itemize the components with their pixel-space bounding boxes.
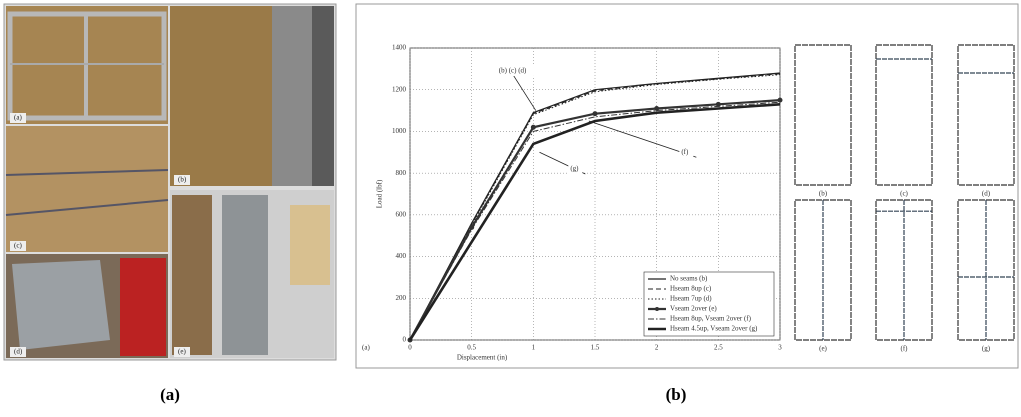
figure-caption: (b) (666, 385, 687, 404)
photo-label-box (10, 113, 26, 123)
panel-caption: (d) (982, 190, 991, 198)
panel-caption: (g) (982, 345, 991, 353)
series-line (408, 103, 781, 341)
photo-collage (3, 3, 337, 361)
point (654, 105, 660, 111)
legend-box (643, 271, 775, 337)
panel-outline (875, 44, 933, 186)
x-tick-label: 1 (532, 344, 536, 352)
y-tick-label: 1200 (392, 85, 407, 93)
panel-caption: (f) (901, 345, 909, 353)
photo-label: (e) (178, 348, 186, 356)
figure-caption: (a) (160, 385, 180, 404)
y-axis-label: Load (lbf) (376, 179, 384, 208)
photo (6, 126, 168, 252)
legend-label: No seams (b) (670, 275, 708, 283)
annotation-arrow (588, 120, 697, 158)
y-tick-label: 1000 (392, 127, 407, 135)
y-tick-label: 800 (396, 169, 407, 177)
point (715, 101, 721, 107)
photo-label-box (174, 175, 190, 185)
legend-label: Vseam 2over (e) (670, 305, 717, 313)
point (777, 97, 783, 103)
legend-marker (655, 307, 659, 311)
panel-outline (957, 44, 1015, 186)
y-tick-label: 0 (403, 336, 407, 344)
annotation-box (568, 162, 583, 174)
panel-outline (794, 44, 852, 186)
series-line (409, 72, 781, 341)
annotation-arrow (513, 75, 537, 111)
annotation: (g) (570, 165, 579, 173)
x-tick-label: 0 (408, 344, 412, 352)
y-tick-label: 1400 (392, 44, 407, 52)
annotation: (b) (c) (d) (499, 67, 527, 75)
legend-label: Hseam 8up (c) (670, 285, 712, 293)
x-tick-label: 3 (778, 344, 782, 352)
y-tick-label: 200 (396, 294, 407, 302)
x-tick-label: 2 (655, 344, 659, 352)
point (530, 124, 536, 130)
point (469, 224, 475, 230)
legend-label: Hseam 4.5up, Vseam 2over (g) (670, 325, 758, 333)
photo-label: (c) (14, 242, 22, 250)
series-line (409, 101, 781, 341)
y-tick-label: 400 (396, 252, 407, 260)
legend-label: Hseam 8up, Vseam 2over (f) (670, 315, 752, 323)
annotation: (a) (362, 344, 370, 352)
annotation: (f) (681, 148, 689, 156)
annotation-box (496, 64, 549, 76)
panel-caption: (e) (819, 345, 827, 353)
x-axis-label: Displacement (in) (457, 354, 508, 362)
photo-label: (b) (178, 176, 187, 184)
y-tick-label: 600 (396, 210, 407, 218)
annotation-box (360, 342, 374, 353)
x-tick-label: 0.5 (467, 344, 476, 352)
photo-label: (d) (14, 348, 23, 356)
point (592, 111, 598, 117)
x-tick-label: 1.5 (591, 344, 600, 352)
photo-label-box (10, 241, 26, 251)
legend-label: Hseam 7up (d) (670, 295, 712, 303)
annotation-box (679, 146, 694, 158)
x-tick-label: 2.5 (714, 344, 723, 352)
panel-caption: (c) (900, 190, 908, 198)
series-line (409, 73, 781, 341)
panel-caption: (b) (819, 190, 828, 198)
photo-label-box (10, 347, 26, 357)
photo-label-box (174, 347, 190, 357)
photo-label: (a) (14, 114, 22, 122)
